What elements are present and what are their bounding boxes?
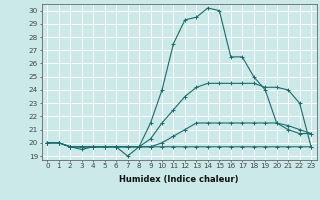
X-axis label: Humidex (Indice chaleur): Humidex (Indice chaleur) — [119, 175, 239, 184]
